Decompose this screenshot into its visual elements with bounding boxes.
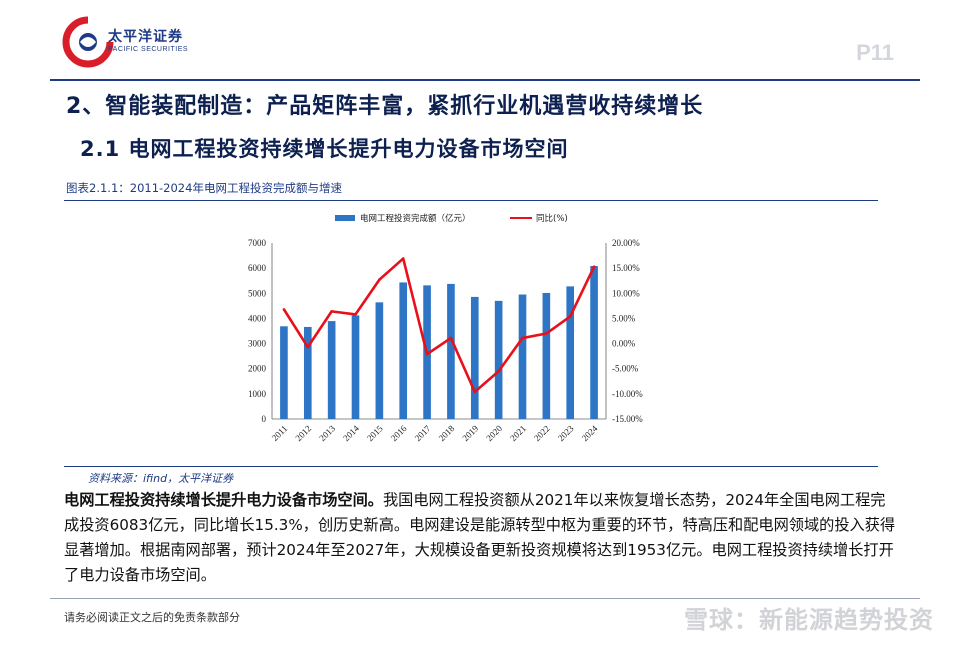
bar (542, 292, 551, 419)
growth-rate-point (378, 278, 381, 282)
investment-chart: 0 1000 2000 3000 4000 5000 6000 7000 -15.00% -10.… (248, 238, 643, 443)
logo-company-english: PACIFIC SECURITIES (108, 46, 189, 53)
x-tick-label: 2013 (317, 423, 337, 443)
x-tick-label: 2018 (437, 423, 457, 443)
bar (494, 300, 503, 419)
body-paragraph: 电网工程投资持续增长提升电力设备市场空间。我国电网工程投资额从2021年以来恢复… (64, 488, 900, 588)
y-left-tick-label: 3000 (248, 339, 267, 349)
legend-bar-swatch (335, 215, 355, 221)
section-title: 2、智能装配制造：产品矩阵丰富，紧抓行业机遇营收持续增长 (66, 94, 704, 119)
x-tick-label: 2015 (365, 423, 385, 443)
page-number: P11 (856, 40, 894, 65)
legend-bar-label: 电网工程投资完成额（亿元） (360, 214, 471, 224)
bar (303, 326, 312, 419)
y-right-tick-label: 15.00% (612, 263, 640, 273)
growth-rate-point (306, 345, 310, 349)
source-divider (64, 466, 878, 467)
growth-rate-point (592, 265, 596, 268)
x-tick-label: 2023 (556, 423, 576, 443)
bar (280, 326, 288, 419)
bar (375, 302, 384, 419)
bar (566, 286, 575, 419)
x-tick-label: 2022 (532, 423, 552, 443)
x-tick-label: 2020 (484, 423, 504, 443)
x-tick-label: 2024 (580, 423, 600, 443)
growth-rate-line (282, 257, 596, 394)
caption-divider (64, 200, 878, 201)
x-tick-label: 2012 (293, 423, 313, 443)
y-right-tick-label: 10.00% (612, 288, 640, 298)
company-logo (62, 16, 114, 68)
growth-rate-point (354, 313, 357, 316)
growth-rate-point (401, 257, 405, 260)
growth-rate-point (425, 352, 429, 356)
x-tick-label: 2016 (389, 423, 409, 443)
y-right-tick-label: -5.00% (612, 364, 639, 374)
y-left-tick-label: 2000 (248, 364, 267, 374)
bar (470, 296, 479, 419)
footer-divider (50, 598, 920, 599)
bar (590, 266, 598, 419)
growth-rate-point (521, 336, 524, 340)
x-tick-label: 2021 (508, 423, 528, 443)
growth-rate-point (473, 390, 477, 394)
disclaimer: 请务必阅读正文之后的免责条款部分 (64, 611, 240, 624)
x-tick-label: 2017 (413, 423, 433, 443)
bar (327, 321, 336, 419)
x-tick-label: 2011 (270, 423, 290, 443)
bar (399, 282, 408, 419)
x-tick-label: 2019 (460, 423, 480, 443)
growth-rate-point (497, 369, 500, 373)
y-left-tick-label: 7000 (248, 238, 267, 248)
x-tick-label: 2014 (341, 423, 361, 443)
growth-rate-point (282, 308, 286, 311)
subsection-title: 2.1 电网工程投资持续增长提升电力设备市场空间 (80, 137, 569, 161)
growth-rate-point (568, 315, 572, 318)
body-text: 我国电网工程投资额从2021年以来恢复增长态势，2024年全国电网工程完成投资6… (64, 491, 896, 584)
bar (447, 283, 455, 419)
y-right-tick-label: -15.00% (612, 414, 643, 424)
y-right-tick-label: 20.00% (612, 238, 640, 248)
growth-rate-point (330, 310, 333, 313)
body-lead: 电网工程投资持续增长提升电力设备市场空间。 (64, 491, 383, 509)
watermark: 雪球：新能源趋势投资 (684, 606, 934, 634)
legend-line-label: 同比(%) (536, 214, 568, 224)
figure-caption: 图表2.1.1：2011-2024年电网工程投资完成额与增速 (66, 181, 342, 195)
y-left-tick-label: 6000 (248, 263, 267, 273)
legend-item-bars: 电网工程投资完成额（亿元） (335, 212, 471, 224)
y-left-tick-label: 1000 (248, 389, 267, 399)
y-right-tick-label: 0.00% (612, 339, 636, 349)
header-divider (50, 79, 920, 81)
logo-company-name: 太平洋证券 (108, 29, 183, 45)
data-source: 资料来源：ifind，太平洋证券 (88, 472, 234, 485)
y-left-tick-label: 4000 (248, 313, 267, 323)
y-left-tick-label: 5000 (248, 288, 267, 298)
growth-rate-point (449, 336, 453, 340)
bar (351, 315, 360, 419)
legend-item-line: 同比(%) (510, 212, 568, 224)
legend-line-swatch (510, 217, 532, 219)
growth-rate-point (545, 332, 548, 335)
bar (518, 294, 527, 419)
y-left-tick-label: 0 (262, 414, 267, 424)
y-right-tick-label: 5.00% (612, 313, 636, 323)
y-right-tick-label: -10.00% (612, 389, 643, 399)
